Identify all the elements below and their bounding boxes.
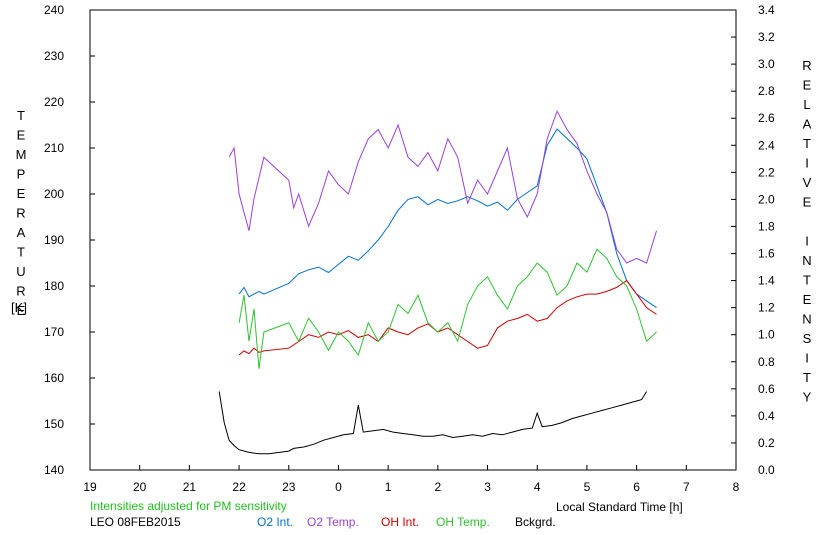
left-tick-label: 180 [44, 279, 64, 293]
x-tick-label: 19 [83, 480, 97, 494]
legend-entry: O2 Int. [257, 515, 293, 529]
series-line [238, 248, 657, 369]
right-tick-label: 0.6 [758, 382, 775, 396]
y-axis-left-letter: A [17, 225, 26, 240]
right-tick-label: 2.4 [758, 138, 775, 152]
x-tick-label: 20 [133, 480, 147, 494]
y-axis-right-letter: I [805, 156, 809, 171]
series-layer [218, 109, 657, 455]
left-tick-label: 170 [44, 325, 64, 339]
y-axis-left-letter: M [16, 147, 27, 162]
y-axis-right-letter: Y [803, 390, 812, 405]
chart-note: Intensities adjusted for PM sensitivity [90, 499, 287, 513]
left-tick-label: 160 [44, 371, 64, 385]
legend-entry: Bckgrd. [515, 515, 556, 529]
right-tick-label: 1.4 [758, 274, 775, 288]
series-line [228, 109, 657, 264]
right-tick-label: 2.6 [758, 111, 775, 125]
plot-frame [89, 9, 737, 471]
x-tick-label: 22 [232, 480, 246, 494]
right-tick-label: 0.0 [758, 463, 775, 477]
chart-title: LEO 08FEB2015 [90, 515, 181, 529]
right-tick-label: 1.0 [758, 328, 775, 342]
right-tick-label: 0.4 [758, 409, 775, 423]
series-line [218, 391, 648, 455]
legend-entry: O2 Temp. [307, 515, 359, 529]
right-tick-label: 1.6 [758, 247, 775, 261]
x-tick-label: 1 [385, 480, 392, 494]
left-tick-label: 140 [44, 463, 64, 477]
y-axis-left-letter: E [17, 186, 26, 201]
x-tick-label: 0 [335, 480, 342, 494]
y-axis-right-letter: T [803, 136, 811, 151]
series-line [238, 279, 657, 356]
y-axis-left-letter: R [16, 206, 25, 221]
x-tick-label: 8 [733, 480, 740, 494]
y-axis-right-letter: L [803, 97, 810, 112]
y-axis-left-letter: E [17, 303, 26, 318]
y-axis-right-letter: I [805, 351, 809, 366]
x-tick-label: 3 [484, 480, 491, 494]
right-tick-label: 2.2 [758, 165, 775, 179]
right-axis-ticks: 0.0 0.2 0.4 0.6 0.8 1.0 1.2 1.4 1.6 1.8 2.0 2.2 2.4 2… [731, 3, 775, 477]
right-tick-label: 1.8 [758, 219, 775, 233]
right-tick-label: 0.8 [758, 355, 775, 369]
x-tick-label: 21 [183, 480, 197, 494]
y-axis-right-letter: N [802, 312, 811, 327]
left-tick-label: 150 [44, 417, 64, 431]
right-tick-label: 3.2 [758, 30, 775, 44]
x-tick-label: 6 [633, 480, 640, 494]
right-tick-label: 1.2 [758, 301, 775, 315]
x-axis-ticks: 19 20 21 22 23 0 1 2 3 4 5 6 7 8 [83, 465, 740, 494]
left-tick-label: 190 [44, 233, 64, 247]
y-axis-right-letter: A [803, 117, 812, 132]
y-axis-left-unit: [K] [11, 300, 27, 315]
y-axis-right-letter: E [803, 78, 812, 93]
x-tick-label: 23 [282, 480, 296, 494]
legend-entry: OH Temp. [436, 515, 490, 529]
right-tick-label: 2.0 [758, 192, 775, 206]
left-tick-label: 230 [44, 49, 64, 63]
x-axis-label: Local Standard Time [h] [556, 500, 683, 514]
series-line [238, 128, 657, 309]
y-axis-left-letter: E [17, 128, 26, 143]
y-axis-right-letter: N [802, 253, 811, 268]
left-axis-ticks: 140 150 160 170 180 190 200 210 220 230 240 [44, 3, 95, 477]
right-tick-label: 0.2 [758, 436, 775, 450]
legend-entry: OH Int. [381, 515, 419, 529]
y-axis-left-letter: T [17, 108, 25, 123]
left-tick-label: 220 [44, 95, 64, 109]
right-tick-label: 3.0 [758, 57, 775, 71]
left-tick-label: 210 [44, 141, 64, 155]
y-axis-right-letter: T [803, 370, 811, 385]
y-axis-right-letter: E [803, 195, 812, 210]
left-tick-label: 240 [44, 3, 64, 17]
y-axis-left-letter: R [16, 284, 25, 299]
y-axis-right-letter: T [803, 273, 811, 288]
right-tick-label: 2.8 [758, 84, 775, 98]
y-axis-left-letter: U [16, 264, 25, 279]
x-tick-label: 7 [683, 480, 690, 494]
y-axis-left-letter: T [17, 245, 25, 260]
y-axis-right-letter: R [802, 58, 811, 73]
y-axis-left-letter: P [17, 167, 26, 182]
y-axis-right-letter: S [803, 331, 812, 346]
y-axis-right-letter: I [805, 234, 809, 249]
y-axis-right-letter: E [803, 292, 812, 307]
right-tick-label: 3.4 [758, 3, 775, 17]
x-tick-label: 2 [435, 480, 442, 494]
legend: O2 Int. O2 Temp. OH Int. OH Temp. Bckgrd. [257, 515, 556, 529]
x-tick-label: 4 [534, 480, 541, 494]
x-tick-label: 5 [584, 480, 591, 494]
y-axis-right-letter: V [803, 175, 812, 190]
left-tick-label: 200 [44, 187, 64, 201]
